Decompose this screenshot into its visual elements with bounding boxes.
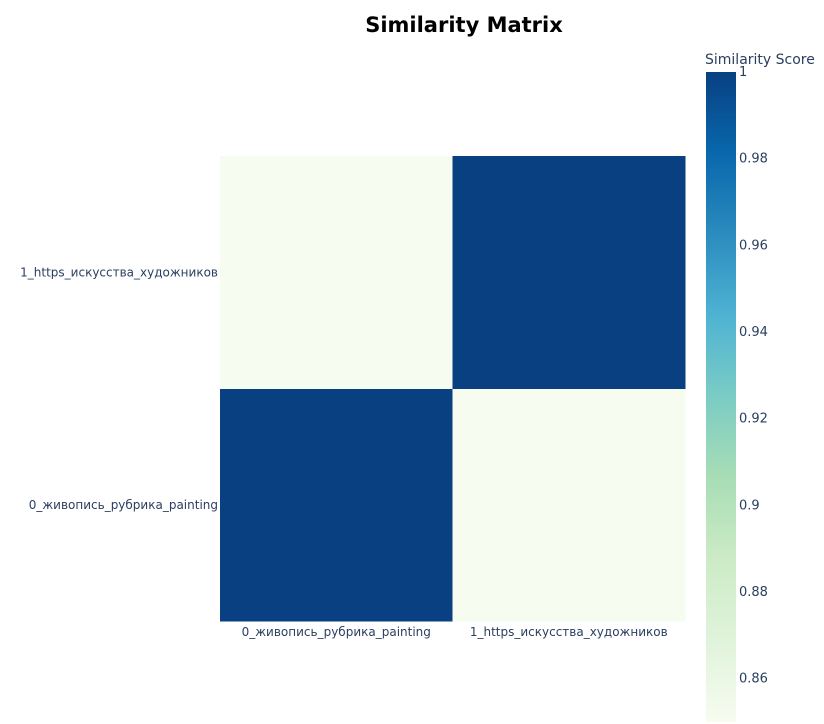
colorbar-tick-label: 0.86 <box>739 672 768 687</box>
colorbar-tick-label: 0.92 <box>739 412 768 427</box>
y-tick-label: 1_https_искусства_художников <box>20 265 218 279</box>
heatmap-cell-1-1 <box>452 156 686 389</box>
colorbar <box>706 72 736 722</box>
heatmap-cell-1-0 <box>220 156 453 389</box>
colorbar-tick-label: 0.98 <box>739 152 768 167</box>
colorbar-tick-label: 1 <box>739 65 747 80</box>
colorbar-tick-label: 0.88 <box>739 585 768 600</box>
colorbar-title: Similarity Score <box>705 52 815 68</box>
heatmap-cell-0-0 <box>220 388 453 622</box>
x-tick-label: 0_живопись_рубрика_painting <box>242 625 431 639</box>
colorbar-tick-labels: 1 0.98 0.96 0.94 0.92 0.9 0.88 0.86 <box>739 65 768 687</box>
x-tick-label: 1_https_искусства_художников <box>470 625 668 639</box>
colorbar-tick-label: 0.96 <box>739 238 768 253</box>
heatmap-cell-0-1 <box>452 388 686 622</box>
x-axis-tick-labels: 0_живопись_рубрика_painting 1_https_искус… <box>242 625 668 639</box>
y-tick-label: 0_живопись_рубрика_painting <box>29 498 218 512</box>
y-axis-tick-labels: 0_живопись_рубрика_painting 1_https_искус… <box>20 265 218 512</box>
colorbar-tick-label: 0.94 <box>739 325 768 340</box>
heatmap-cells <box>220 156 686 622</box>
colorbar-tick-label: 0.9 <box>739 498 760 513</box>
chart-title: Similarity Matrix <box>365 13 563 37</box>
